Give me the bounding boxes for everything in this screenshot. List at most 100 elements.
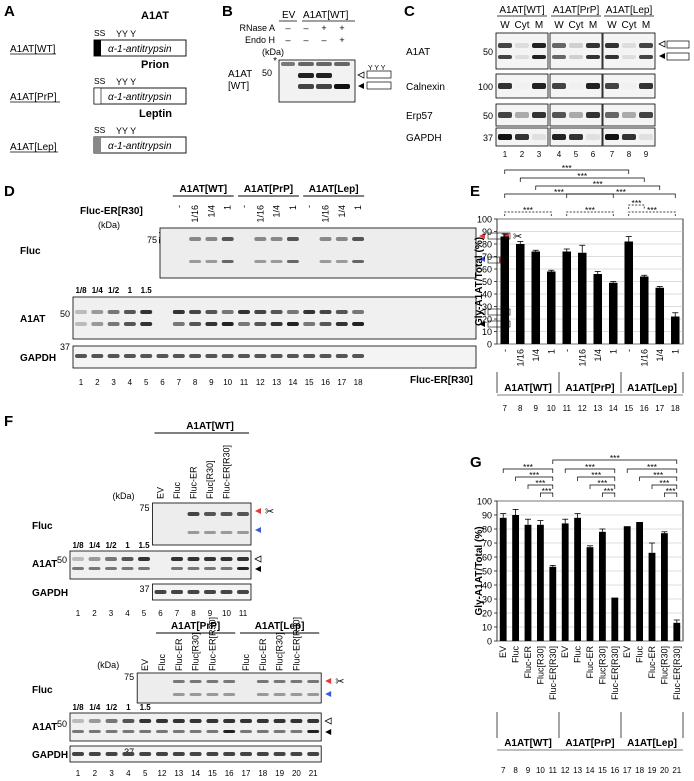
panel-c-group-label: A1AT[PrP] bbox=[553, 5, 600, 16]
y-tick-label: 30 bbox=[482, 302, 492, 312]
bar bbox=[499, 517, 507, 641]
panel-d-fluc-band bbox=[270, 260, 283, 263]
x-tick-label: 1/4 bbox=[655, 349, 665, 362]
lane-number: 12 bbox=[578, 404, 587, 413]
x-tick-label: EV bbox=[560, 646, 570, 658]
panel-d-fluc-blot bbox=[159, 227, 477, 279]
panel-d-fluc-band bbox=[189, 237, 202, 241]
panel-f-top-group-label: A1AT[WT] bbox=[186, 421, 234, 432]
lane-number: 17 bbox=[655, 404, 664, 413]
panel-d-a1at-band bbox=[352, 310, 365, 314]
panel-f-lane-number: 18 bbox=[258, 769, 267, 778]
panel-f-column-label: Fluc[R30] bbox=[275, 632, 285, 671]
panel-d-fluc-band bbox=[286, 260, 299, 263]
panel-f-a1at-band bbox=[240, 730, 252, 733]
panel-f-lane-number: 4 bbox=[125, 609, 130, 618]
panel-d-a1at-band bbox=[270, 310, 283, 314]
panel-b-group: A1AT[WT] bbox=[303, 10, 349, 21]
panel-f-column-label: Fluc-ER[R30] bbox=[291, 617, 301, 671]
panel-d-lane-number: 9 bbox=[209, 378, 214, 387]
lane-number: 11 bbox=[563, 404, 572, 413]
panel-d-a1at-band bbox=[205, 310, 218, 314]
panel-b-letter: B bbox=[222, 3, 233, 20]
panel-d-lane-number: 1 bbox=[79, 378, 84, 387]
panel-d-treat-label: Fluc-ER[R30] bbox=[80, 206, 143, 217]
panel-d-fluc-band bbox=[221, 260, 234, 263]
panel-f-fluc-band bbox=[237, 512, 249, 516]
panel-f-a1at-band bbox=[220, 567, 233, 570]
significance-label: *** bbox=[597, 478, 608, 488]
panel-d-r30-tag-icon bbox=[503, 233, 509, 239]
panel-c-band bbox=[552, 55, 566, 59]
panel-f-a1at-band bbox=[237, 567, 249, 570]
panel-d-lane-number: 12 bbox=[256, 378, 265, 387]
panel-d-a1at-band bbox=[172, 322, 185, 326]
panel-f-fluc-band bbox=[206, 693, 219, 696]
bar bbox=[515, 244, 525, 344]
panel-d-a1at-band bbox=[75, 322, 87, 326]
panel-f-fluc-band bbox=[220, 531, 233, 534]
panel-d-dose-label: 1 bbox=[288, 205, 298, 210]
panel-f-fluc-band bbox=[206, 680, 219, 683]
panel-f-lane-number: 3 bbox=[109, 609, 114, 618]
panel-d-kda: (kDa) bbox=[98, 220, 120, 230]
panel-f-gapdh-band bbox=[156, 752, 168, 756]
panel-d-gapdh-band bbox=[352, 354, 365, 358]
panel-c-band bbox=[622, 83, 636, 89]
panel-d-lane-number: 18 bbox=[354, 378, 363, 387]
panel-f-blot-label: A1AT bbox=[32, 559, 57, 570]
panel-f-gapdh-band bbox=[187, 590, 200, 594]
panel-d-a1at-band bbox=[140, 322, 153, 326]
panel-f-blot-label: GAPDH bbox=[32, 750, 68, 761]
panel-d-dose-label: - bbox=[174, 205, 184, 208]
panel-d-fluc-band bbox=[205, 260, 218, 263]
panel-c-blot-label: Calnexin bbox=[406, 82, 445, 93]
panel-d-fluc-band bbox=[221, 237, 234, 241]
glycan-icon: Y Y Y bbox=[368, 65, 386, 72]
panel-f-column-label: Fluc[R30] bbox=[191, 632, 201, 671]
bar bbox=[549, 566, 557, 641]
significance-bracket bbox=[602, 492, 616, 497]
panel-c-fraction-label: W bbox=[500, 20, 510, 31]
panel-d-blot-label: GAPDH bbox=[20, 353, 56, 364]
panel-d-a1at-band bbox=[335, 310, 348, 314]
construct-wt-gene: α-1-antitrypsin bbox=[108, 44, 172, 55]
panel-b-sign: + bbox=[339, 35, 344, 45]
panel-c-band bbox=[552, 83, 566, 89]
lane-number: 15 bbox=[598, 766, 607, 775]
x-tick-label: 1/16 bbox=[515, 349, 525, 367]
panel-f-gapdh-band bbox=[290, 752, 303, 756]
y-tick-label: 30 bbox=[482, 595, 492, 605]
bar bbox=[562, 251, 572, 344]
panel-d-a1at-band bbox=[335, 322, 348, 326]
y-tick-label: 20 bbox=[482, 315, 492, 325]
panel-d-gapdh-band bbox=[238, 354, 250, 358]
x-tick-label: 1/16 bbox=[577, 349, 587, 367]
panel-f-glycosylated-arrow-icon bbox=[254, 555, 262, 563]
panel-c-band bbox=[552, 134, 566, 140]
panel-f-a1at-band bbox=[88, 730, 101, 733]
panel-e: E 0 10 20 30 40 50 60 70 80 90 100 Gly-A1AT/Total (… bbox=[410, 163, 684, 413]
significance-bracket bbox=[566, 193, 676, 198]
panel-f-dilution-label: 1.5 bbox=[138, 541, 150, 550]
panel-f-glycosylated-arrow-icon bbox=[324, 717, 332, 725]
panel-f-lane-number: 5 bbox=[142, 609, 147, 618]
y-axis-label: Gly-A1AT/Total (%) bbox=[474, 526, 485, 615]
panel-c-lane-number: 3 bbox=[537, 150, 542, 159]
significance-bracket bbox=[639, 476, 678, 481]
panel-d-lane-number: 3 bbox=[111, 378, 116, 387]
panel-d-a1at-band bbox=[303, 322, 316, 326]
panel-d-a1at-band bbox=[140, 310, 153, 314]
panel-f-gapdh-band bbox=[122, 752, 135, 756]
panel-f-a1at-band bbox=[105, 567, 117, 570]
x-tick-label: Fluc[R30] bbox=[659, 646, 669, 685]
x-group-label: A1AT[Lep] bbox=[627, 738, 677, 749]
panel-c-band bbox=[639, 112, 653, 118]
panel-d-a1at-band bbox=[254, 310, 267, 314]
panel-f-column-label: Fluc-ER bbox=[189, 466, 199, 499]
panel-d-unglycosylated-protein-icon bbox=[487, 320, 511, 328]
panel-b-ev: EV bbox=[282, 10, 296, 21]
x-group-label: A1AT[WT] bbox=[504, 383, 552, 394]
panel-f-a1at-band bbox=[187, 567, 200, 570]
panel-f-gapdh-band bbox=[154, 590, 167, 594]
